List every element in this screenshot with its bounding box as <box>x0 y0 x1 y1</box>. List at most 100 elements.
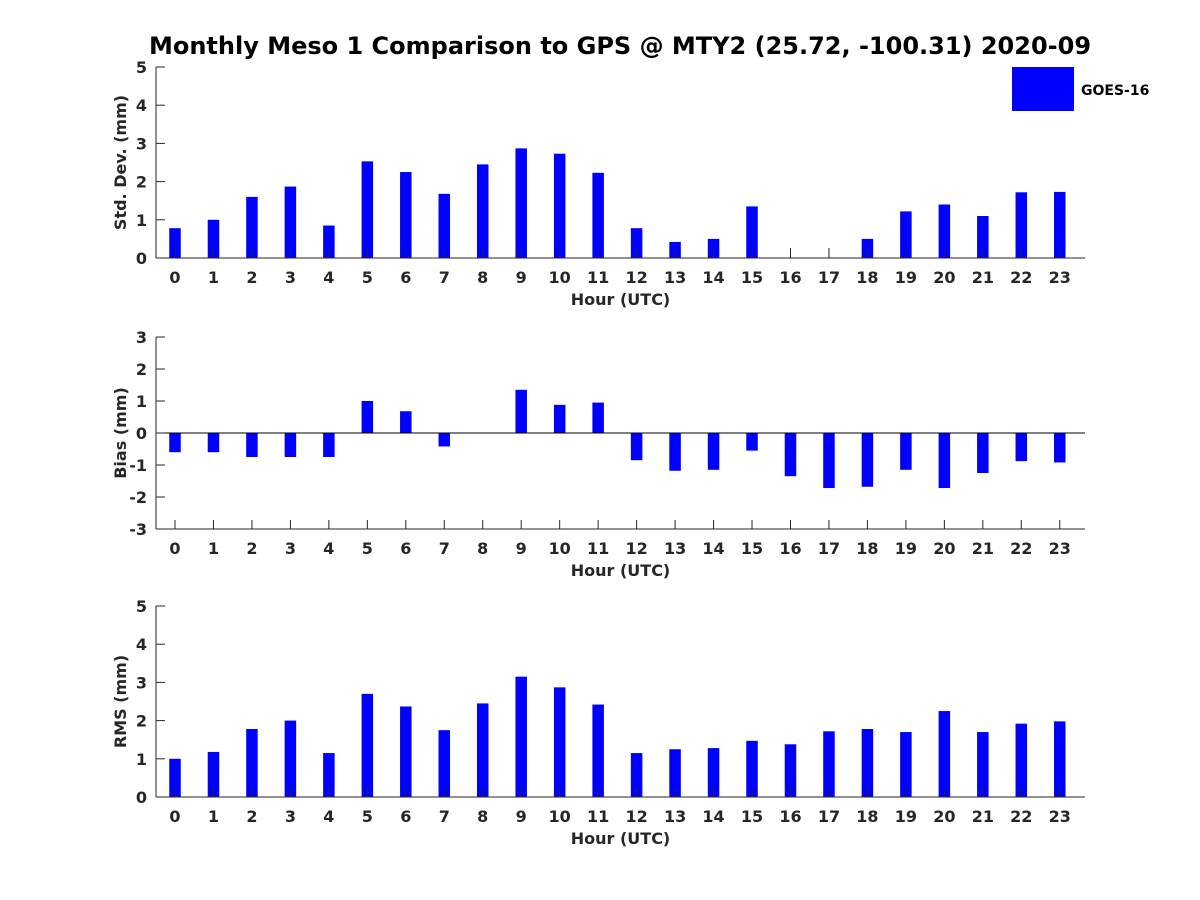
std-dev-x-tick-label: 4 <box>323 268 334 287</box>
rms-bar-hour-23 <box>1054 721 1066 797</box>
std-dev-x-tick-label: 10 <box>549 268 571 287</box>
std-dev-bar-hour-11 <box>592 172 604 258</box>
std-dev-y-tick-label: 5 <box>136 58 147 77</box>
rms-x-tick-label: 3 <box>285 807 296 826</box>
std-dev-bar-hour-12 <box>630 228 643 258</box>
rms-y-tick-label: 3 <box>136 673 147 692</box>
bias-bar-hour-13 <box>669 433 681 471</box>
bias-x-tick-label: 20 <box>933 539 955 558</box>
bias-bar-hour-16 <box>784 433 797 477</box>
std-dev-x-tick-label: 5 <box>362 268 373 287</box>
rms-x-tick-label: 10 <box>549 807 571 826</box>
rms-x-axis-label: Hour (UTC) <box>571 829 671 848</box>
bias-bar-hour-20 <box>938 433 951 489</box>
rms-bar-hour-4 <box>323 753 335 797</box>
bias-y-tick-label: -3 <box>129 520 147 539</box>
std-dev-x-tick-label: 1 <box>208 268 219 287</box>
bias-x-tick-label: 5 <box>362 539 373 558</box>
bias-y-tick-label: 0 <box>136 424 147 443</box>
rms-bar-hour-19 <box>900 732 912 797</box>
std-dev-bar-hour-19 <box>900 211 912 258</box>
bias-bar-hour-9 <box>515 389 527 433</box>
legend-swatch <box>1012 67 1074 111</box>
rms-bar-hour-18 <box>861 729 874 797</box>
bias-x-tick-label: 18 <box>856 539 878 558</box>
std-dev-x-tick-label: 20 <box>933 268 955 287</box>
bias-x-tick-label: 9 <box>516 539 527 558</box>
rms-x-tick-label: 2 <box>246 807 257 826</box>
std-dev-x-tick-label: 3 <box>285 268 296 287</box>
bias-y-tick-label: -2 <box>129 488 147 507</box>
rms-x-tick-label: 19 <box>895 807 917 826</box>
bias-y-tick-label: 2 <box>136 360 147 379</box>
std-dev-x-tick-label: 21 <box>972 268 994 287</box>
bias-bar-hour-1 <box>207 433 220 453</box>
std-dev-bar-hour-22 <box>1015 192 1028 258</box>
rms-bar-hour-11 <box>592 704 604 797</box>
bias-x-tick-label: 10 <box>549 539 571 558</box>
bias-bar-hour-23 <box>1054 433 1066 463</box>
bias-x-tick-label: 0 <box>169 539 180 558</box>
std-dev-bar-hour-14 <box>707 238 720 258</box>
bias-x-tick-label: 1 <box>208 539 219 558</box>
std-dev-bar-hour-9 <box>515 148 527 258</box>
rms-x-tick-label: 11 <box>587 807 609 826</box>
std-dev-x-tick-label: 0 <box>169 268 180 287</box>
rms-bar-hour-12 <box>630 753 643 797</box>
std-dev-y-tick-label: 0 <box>136 249 147 268</box>
rms-x-tick-label: 23 <box>1049 807 1071 826</box>
bias-bar-hour-0 <box>169 433 181 453</box>
bias-x-tick-label: 17 <box>818 539 840 558</box>
bias-x-tick-label: 8 <box>477 539 488 558</box>
rms-bar-hour-1 <box>207 751 220 797</box>
bias-x-tick-label: 15 <box>741 539 763 558</box>
std-dev-x-tick-label: 13 <box>664 268 686 287</box>
bias-bar-hour-21 <box>977 433 989 473</box>
rms-x-tick-label: 14 <box>702 807 724 826</box>
bias-x-tick-label: 19 <box>895 539 917 558</box>
rms-bar-hour-21 <box>977 732 989 797</box>
std-dev-y-axis-label: Std. Dev. (mm) <box>111 95 130 230</box>
bias-bar-hour-2 <box>246 433 258 457</box>
rms-x-tick-label: 12 <box>625 807 647 826</box>
bias-x-tick-label: 16 <box>779 539 801 558</box>
rms-bar-hour-5 <box>361 693 374 797</box>
rms-bar-hour-10 <box>553 687 566 797</box>
std-dev-x-tick-label: 9 <box>516 268 527 287</box>
rms-x-tick-label: 21 <box>972 807 994 826</box>
rms-y-tick-label: 4 <box>136 635 147 654</box>
std-dev-x-tick-label: 18 <box>856 268 878 287</box>
std-dev-x-tick-label: 14 <box>702 268 724 287</box>
bias-bar-hour-10 <box>553 404 566 433</box>
rms-bar-hour-8 <box>476 703 489 797</box>
bias-x-tick-label: 12 <box>625 539 647 558</box>
bias-bar-hour-15 <box>746 433 758 451</box>
std-dev-y-tick-label: 4 <box>136 96 147 115</box>
rms-bar-hour-7 <box>438 730 451 797</box>
rms-x-tick-label: 16 <box>779 807 801 826</box>
std-dev-x-tick-label: 22 <box>1010 268 1032 287</box>
std-dev-x-tick-label: 12 <box>625 268 647 287</box>
rms-y-tick-label: 2 <box>136 712 147 731</box>
rms-x-tick-label: 18 <box>856 807 878 826</box>
std-dev-bar-hour-6 <box>400 172 412 258</box>
bias-x-tick-label: 7 <box>439 539 450 558</box>
bias-x-tick-label: 2 <box>246 539 257 558</box>
bias-bar-hour-4 <box>323 433 335 457</box>
bias-bar-hour-19 <box>900 433 912 470</box>
std-dev-y-tick-label: 2 <box>136 173 147 192</box>
std-dev-bar-hour-20 <box>938 204 951 258</box>
std-dev-bar-hour-4 <box>323 225 335 258</box>
std-dev-bar-hour-8 <box>476 164 489 258</box>
rms-x-tick-label: 22 <box>1010 807 1032 826</box>
rms-y-tick-label: 5 <box>136 597 147 616</box>
bias-bar-hour-18 <box>861 433 874 487</box>
bias-x-tick-label: 21 <box>972 539 994 558</box>
rms-bar-hour-17 <box>823 731 835 797</box>
std-dev-bar-hour-2 <box>246 196 258 258</box>
rms-bar-hour-0 <box>169 758 181 797</box>
std-dev-x-tick-label: 11 <box>587 268 609 287</box>
rms-x-tick-label: 9 <box>516 807 527 826</box>
bias-x-tick-label: 11 <box>587 539 609 558</box>
